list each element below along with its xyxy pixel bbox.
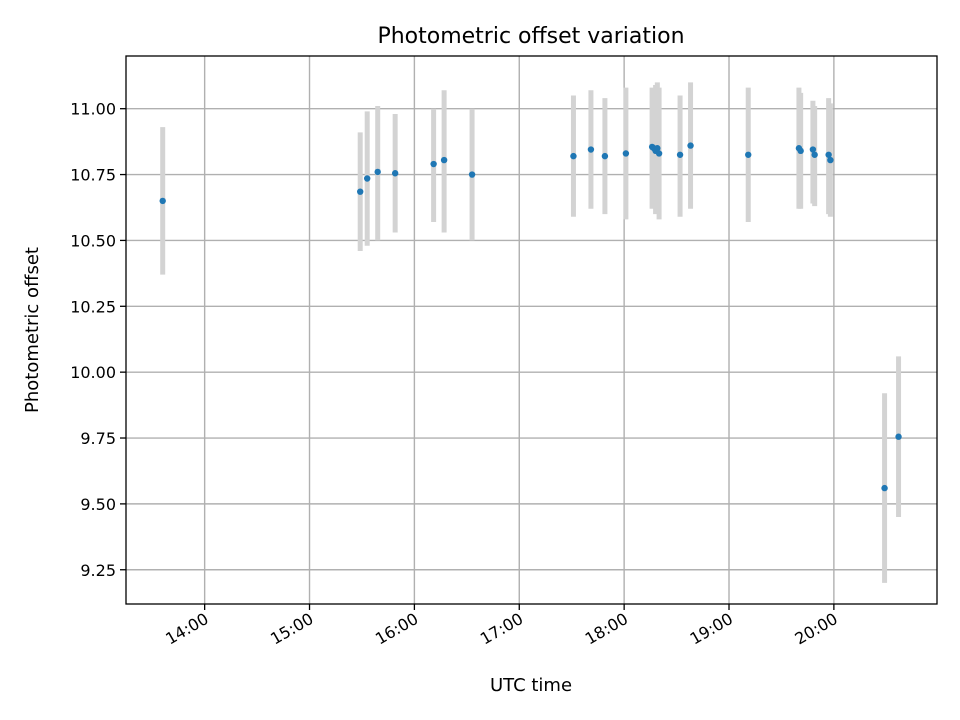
x-tick-label: 17:00 — [477, 609, 526, 649]
data-point — [895, 433, 902, 440]
data-point — [430, 160, 437, 168]
data-point — [655, 150, 663, 157]
chart-title: Photometric offset variation — [377, 24, 684, 49]
y-tick-label: 11.00 — [70, 100, 116, 119]
y-tick-label: 9.50 — [80, 495, 116, 514]
data-point — [587, 146, 595, 153]
data-points — [159, 142, 902, 492]
x-tick-label: 15:00 — [267, 609, 316, 649]
x-axis-label: UTC time — [490, 675, 572, 696]
y-tick-label: 10.75 — [70, 166, 116, 185]
data-point — [825, 151, 832, 158]
y-tick-label: 9.75 — [80, 429, 116, 448]
y-tick-label: 9.25 — [80, 561, 116, 580]
x-tick-label: 18:00 — [582, 609, 631, 649]
data-point — [881, 484, 888, 492]
data-point — [654, 145, 661, 152]
y-tick-label: 10.25 — [70, 297, 116, 316]
data-point — [357, 188, 364, 195]
x-tick-label: 14:00 — [162, 609, 211, 649]
plot-frame — [125, 55, 938, 605]
x-tick-label: 19:00 — [687, 609, 736, 649]
y-axis-label: Photometric offset — [22, 247, 43, 413]
axis-ticks: 14:00 15:00 16:00 17:00 18:00 19:00 20:00 9.25 9… — [70, 100, 841, 649]
error-bars — [160, 82, 902, 583]
data-point — [601, 152, 609, 160]
data-point — [687, 142, 694, 149]
data-point — [622, 150, 630, 157]
data-point — [827, 156, 834, 164]
x-tick-label: 20:00 — [791, 609, 840, 649]
data-point — [745, 151, 752, 158]
data-point — [374, 168, 381, 176]
data-point — [391, 170, 399, 177]
data-point — [364, 175, 371, 182]
y-tick-label: 10.00 — [70, 363, 116, 382]
data-point — [811, 151, 818, 158]
y-tick-label: 10.50 — [70, 231, 116, 250]
x-tick-label: 16:00 — [372, 609, 421, 649]
data-point — [809, 146, 817, 153]
data-point — [676, 151, 684, 158]
data-point — [440, 156, 448, 164]
data-point — [468, 171, 476, 178]
data-point — [159, 197, 166, 205]
data-point — [570, 152, 577, 160]
data-point — [797, 147, 804, 155]
